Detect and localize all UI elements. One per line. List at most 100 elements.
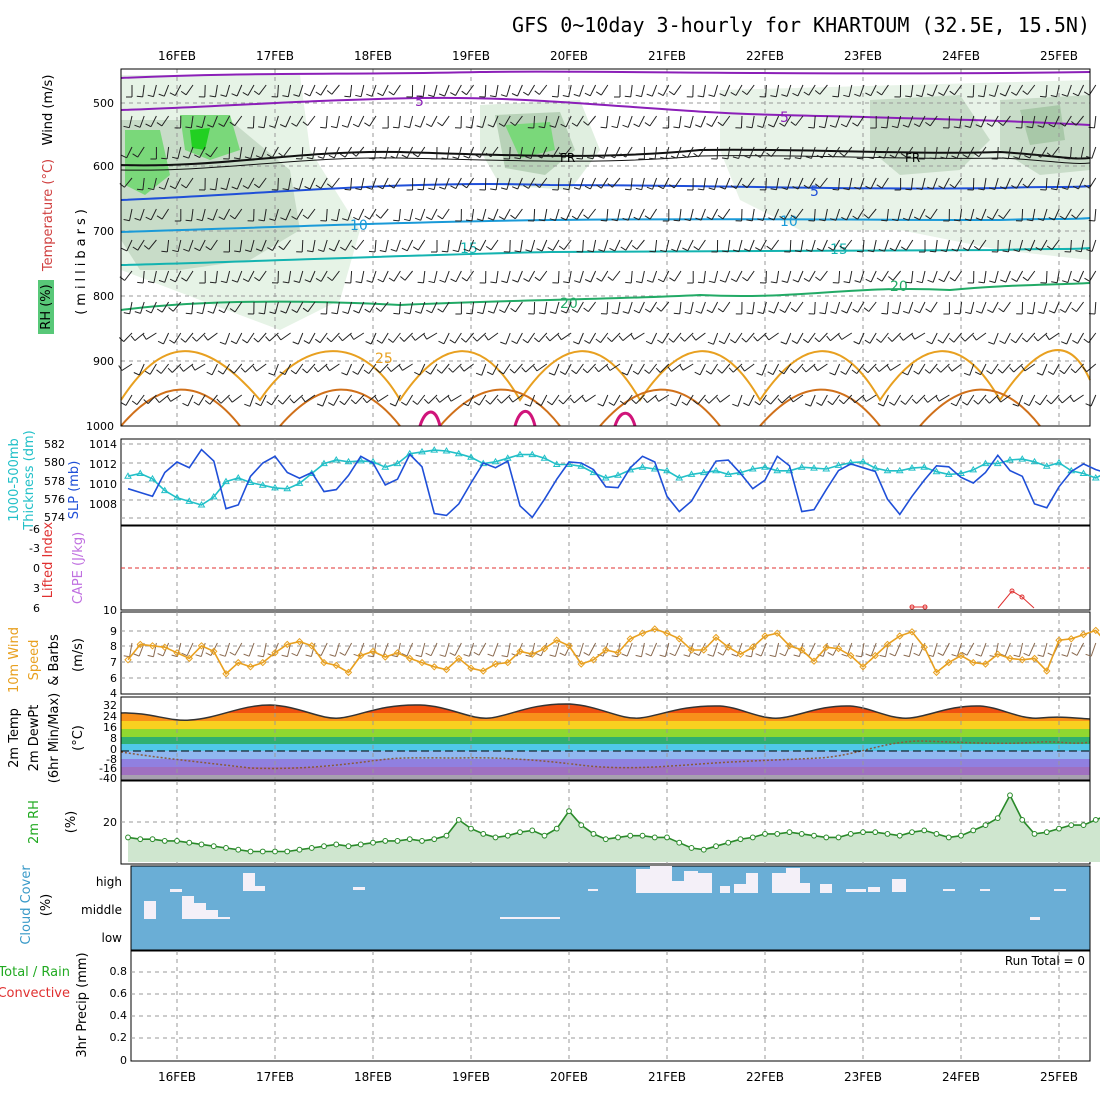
wind-barb: [234, 250, 241, 253]
series-area: [128, 795, 1100, 862]
wind-barb: [133, 653, 140, 657]
wind-barb: [921, 270, 926, 283]
data-point: [136, 640, 144, 649]
wind-barb: [450, 185, 457, 190]
wind-barb: [229, 308, 236, 313]
wind-barb: [1037, 125, 1044, 128]
wind-barb: [1071, 121, 1077, 126]
wind-barb: [600, 84, 609, 96]
data-point: [614, 471, 622, 478]
wind-barb: [697, 95, 704, 98]
wind-barb: [903, 654, 910, 658]
wind-barb: [194, 247, 201, 252]
wind-barb: [420, 208, 426, 221]
wind-barb: [412, 246, 419, 251]
wind-barb: [365, 341, 372, 345]
wind-barb: [202, 301, 206, 314]
data-point: [1031, 831, 1038, 837]
wind-barb: [856, 363, 865, 374]
wind-barb: [962, 247, 969, 252]
wind-barb: [667, 366, 672, 372]
data-point: [259, 658, 267, 667]
wind-barb: [485, 152, 492, 158]
wind-barb: [465, 126, 472, 129]
wind-barb: [281, 654, 288, 658]
wind-barb: [209, 394, 218, 405]
wind-barb: [875, 338, 882, 343]
wind-barb: [425, 652, 432, 657]
data-point: [1018, 656, 1026, 664]
wind-barb: [609, 154, 615, 159]
wind-barb: [375, 368, 381, 373]
wind-barb: [344, 188, 351, 191]
wind-barb: [379, 250, 386, 253]
data-point: [614, 649, 622, 657]
wind-barb: [129, 642, 133, 657]
wind-barb: [293, 394, 304, 404]
data-point: [295, 479, 304, 486]
wind-barb: [1058, 397, 1063, 404]
wind-barb: [972, 334, 977, 341]
wind-barb: [993, 332, 999, 345]
wind-barb: [644, 215, 651, 220]
top-date-label: 19FEB: [452, 49, 490, 63]
wind-barb: [852, 122, 858, 127]
wind-barb: [161, 250, 168, 253]
wind-barb: [515, 301, 523, 313]
wind-barb: [522, 338, 528, 344]
wind-barb: [164, 270, 170, 283]
wind-barb: [576, 208, 584, 220]
wind-barb: [805, 156, 812, 159]
wind-barb: [881, 219, 888, 222]
wind-barb: [284, 363, 292, 375]
wind-barb: [1062, 280, 1069, 283]
wind-barb: [966, 394, 975, 406]
data-point: [443, 832, 450, 839]
run-total: Run Total = 0: [1005, 954, 1085, 968]
data-point: [528, 450, 537, 458]
wind-barb: [438, 93, 445, 97]
wind-barb: [437, 308, 443, 313]
wind-barb: [380, 208, 389, 219]
wind-barb: [319, 332, 328, 343]
wind-barb: [233, 157, 240, 160]
wind-barb: [742, 276, 748, 282]
wind-barb: [1067, 177, 1072, 190]
wind-barb: [353, 310, 360, 314]
wind-barb: [420, 642, 426, 657]
wind-barb: [858, 332, 865, 345]
wind-barb: [1009, 367, 1015, 373]
wind-barb: [417, 188, 424, 191]
wind-barb: [404, 312, 411, 315]
top-date-axis: 16FEB 17FEB 18FEB 19FEB 20FEB 21FEB 22FE…: [158, 49, 1078, 63]
wind-barb: [679, 301, 682, 314]
wind-barb: [1077, 332, 1085, 344]
total-rain-label: Total / Rain: [0, 965, 70, 980]
wind-barb: [558, 399, 564, 405]
wind-barb: [253, 337, 259, 343]
wind-barb: [797, 84, 804, 97]
wind-barb: [460, 337, 467, 343]
wind-barb: [816, 402, 822, 406]
data-point: [713, 843, 719, 850]
wind-barb: [549, 311, 556, 314]
wind-barb: [315, 338, 321, 344]
wind-barb: [911, 270, 914, 283]
wind-barb: [447, 239, 450, 252]
wind-barb: [735, 84, 743, 96]
wind-barb: [574, 280, 581, 283]
wind-barb: [506, 84, 511, 97]
wind-barb: [1033, 335, 1039, 342]
wind-barb: [562, 95, 569, 98]
wind-barb: [302, 307, 309, 313]
wind-barb: [869, 332, 877, 344]
wind-barb: [369, 301, 377, 313]
wind-barb: [695, 310, 702, 314]
data-point: [945, 834, 952, 841]
wind-barb: [561, 332, 572, 341]
wind-barb: [209, 281, 216, 284]
wind-barb: [1045, 334, 1050, 340]
wind-barb: [659, 654, 666, 658]
data-point: [1030, 654, 1039, 663]
wind-barb: [396, 239, 401, 252]
